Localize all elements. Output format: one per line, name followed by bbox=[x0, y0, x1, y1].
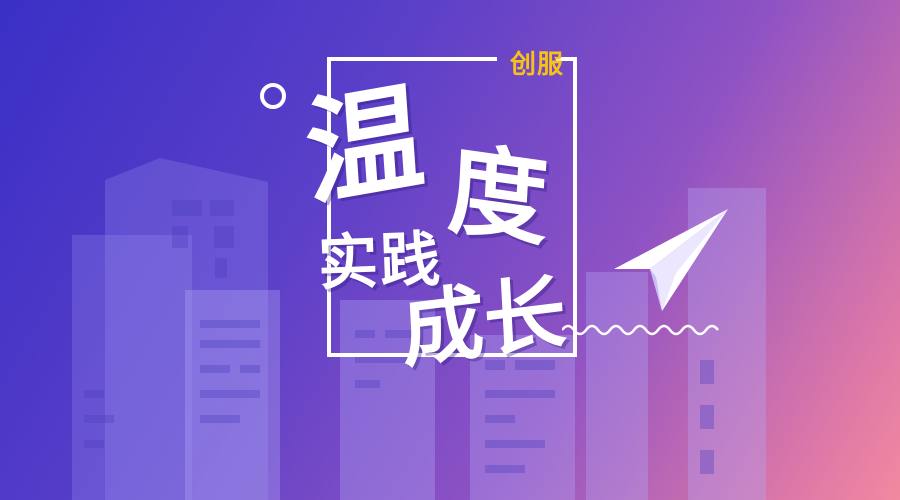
building-right-small bbox=[586, 272, 648, 500]
headline-char-1: 温 bbox=[301, 66, 429, 224]
wave-icon bbox=[562, 324, 719, 336]
building-center bbox=[340, 300, 435, 500]
headline-line-3: 成长 bbox=[399, 265, 569, 380]
frame-top-left bbox=[327, 57, 497, 61]
building-left-tall bbox=[105, 158, 268, 500]
frame-top-right bbox=[556, 57, 573, 61]
building-center-right bbox=[470, 335, 575, 500]
building-left-back bbox=[72, 235, 192, 500]
title-frame bbox=[327, 57, 577, 357]
tag-label: 创服 bbox=[510, 50, 565, 80]
building-left-front bbox=[185, 290, 280, 500]
circle-icon bbox=[260, 83, 286, 109]
paper-plane-icon bbox=[614, 209, 728, 311]
headline-char-2: 度 bbox=[445, 130, 552, 261]
